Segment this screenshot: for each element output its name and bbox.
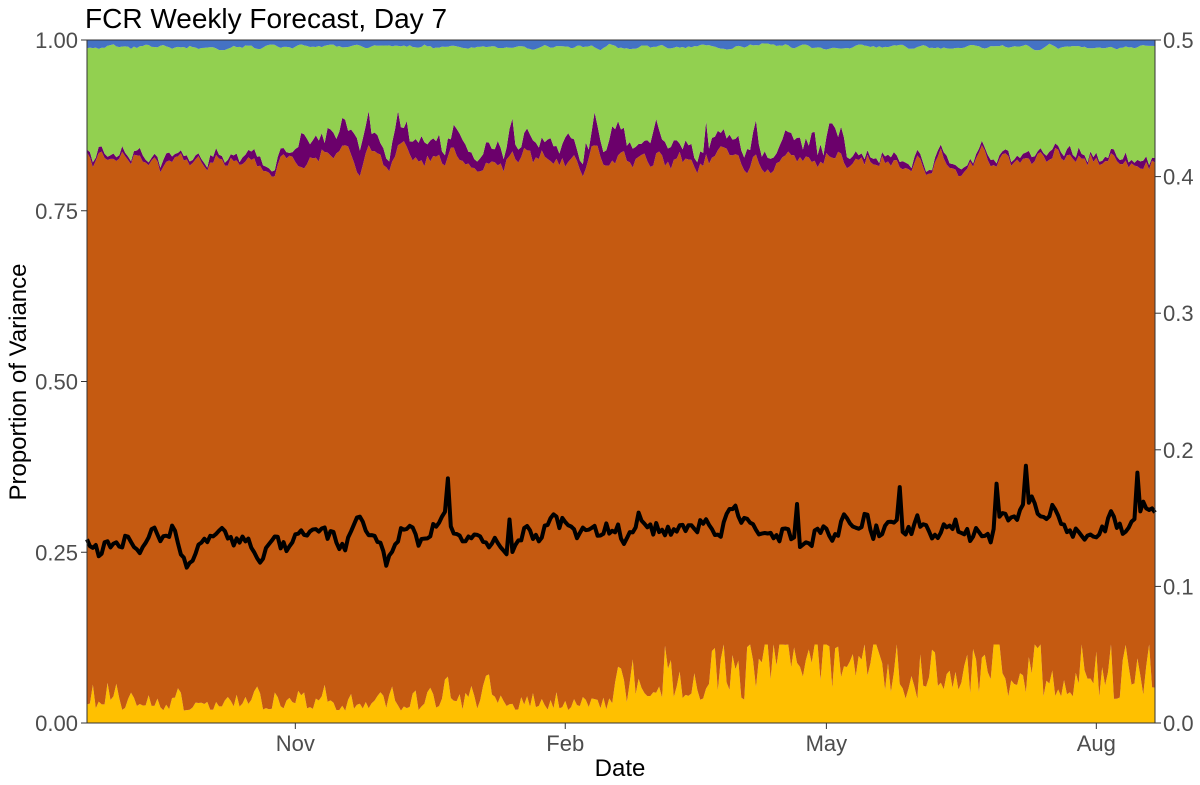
area-purple xyxy=(87,110,1155,177)
y-axis-title: Proportion of Variance xyxy=(5,263,32,500)
x-tick-label: May xyxy=(806,731,848,756)
stacked-areas xyxy=(87,40,1155,723)
y-tick-label: 0.25 xyxy=(35,540,78,565)
y2-tick-label: 0.1 xyxy=(1163,574,1194,599)
area-green xyxy=(87,43,1155,172)
y-tick-label: 0.00 xyxy=(35,711,78,736)
y2-tick-label: 0.3 xyxy=(1163,301,1194,326)
y2-tick-label: 0.2 xyxy=(1163,438,1194,463)
x-axis: Nov Feb May Aug xyxy=(276,723,1116,756)
y2-tick-label: 0.0 xyxy=(1163,711,1194,736)
y-tick-label: 0.75 xyxy=(35,199,78,224)
y-axis-right: 0.0 0.1 0.2 0.3 0.4 0.5 xyxy=(1155,28,1194,736)
area-yellow xyxy=(87,644,1155,723)
x-axis-title: Date xyxy=(595,755,646,782)
y2-tick-label: 0.5 xyxy=(1163,28,1194,53)
y-tick-label: 0.50 xyxy=(35,370,78,395)
x-tick-label: Aug xyxy=(1077,731,1116,756)
y2-tick-label: 0.4 xyxy=(1163,165,1194,190)
y-axis-left: 0.00 0.25 0.50 0.75 1.00 xyxy=(35,28,87,736)
chart-title: FCR Weekly Forecast, Day 7 xyxy=(85,3,447,34)
x-tick-label: Nov xyxy=(276,731,315,756)
y-tick-label: 1.00 xyxy=(35,28,78,53)
line-total-variance xyxy=(85,463,1157,570)
x-tick-label: Feb xyxy=(546,731,584,756)
area-orange xyxy=(87,141,1155,711)
area-blue xyxy=(87,40,1155,51)
line-series xyxy=(85,463,1157,570)
